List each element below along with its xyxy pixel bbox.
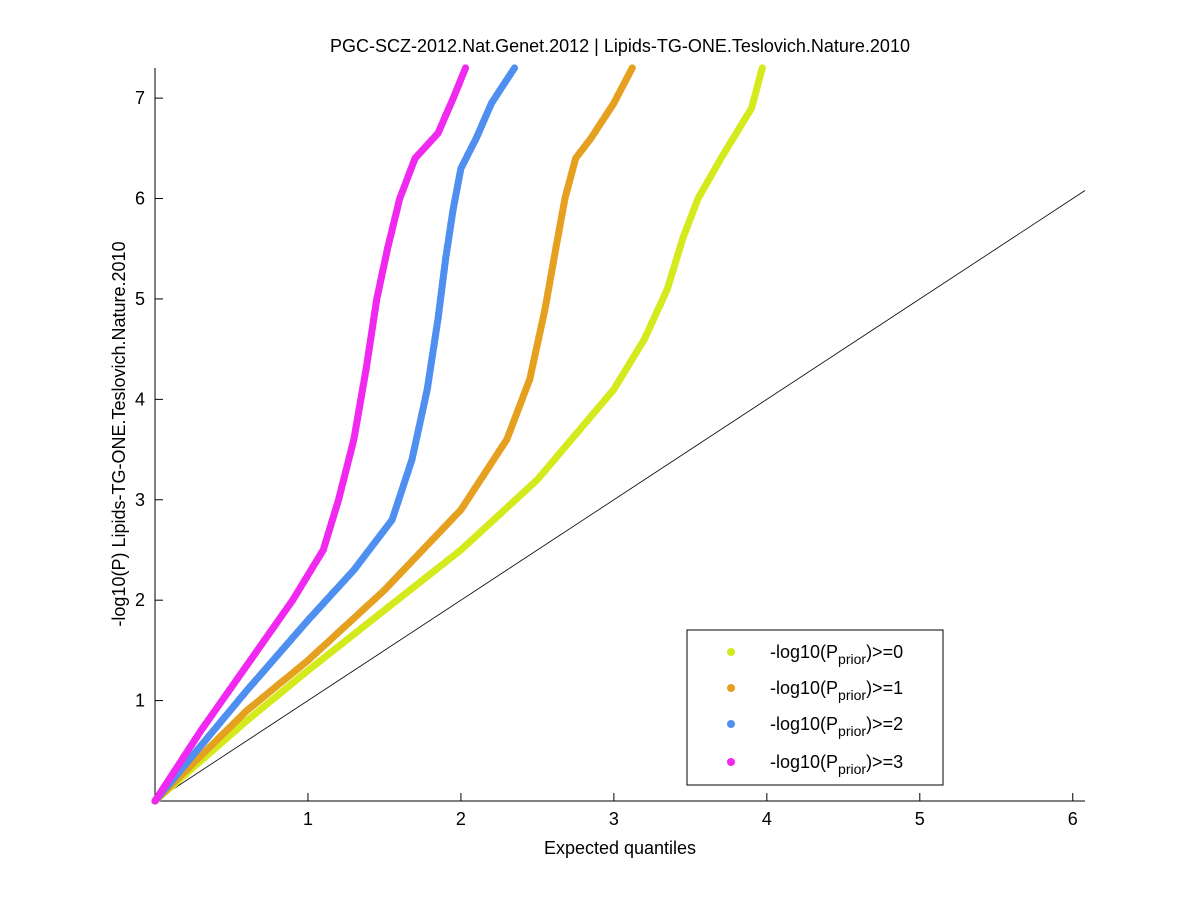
legend-label-tail: )>=0 bbox=[866, 642, 903, 662]
legend-label-subscript: prior bbox=[838, 761, 866, 777]
legend-label-base: -log10(P bbox=[770, 714, 838, 734]
y-tick-label: 7 bbox=[135, 88, 145, 108]
reference-diagonal-line bbox=[154, 190, 1086, 802]
x-tick-label: 3 bbox=[609, 809, 619, 829]
x-tick-label: 5 bbox=[915, 809, 925, 829]
legend-item-3: -log10(Pprior)>=3 bbox=[727, 752, 903, 777]
y-axis-ticks: 1 2 3 4 5 6 7 bbox=[135, 88, 163, 711]
y-tick-label: 5 bbox=[135, 289, 145, 309]
legend-label: -log10(Pprior)>=2 bbox=[770, 714, 903, 739]
series-1-points bbox=[151, 64, 636, 805]
x-tick-label: 4 bbox=[762, 809, 772, 829]
y-tick-label: 4 bbox=[135, 389, 145, 409]
legend-label-tail: )>=3 bbox=[866, 752, 903, 772]
legend-items: -log10(Pprior)>=0-log10(Pprior)>=1-log10… bbox=[727, 642, 903, 777]
legend-label-base: -log10(P bbox=[770, 678, 838, 698]
legend-label-base: -log10(P bbox=[770, 752, 838, 772]
y-tick-label: 2 bbox=[135, 590, 145, 610]
chart-title: PGC-SCZ-2012.Nat.Genet.2012 | Lipids-TG-… bbox=[330, 36, 910, 56]
legend-label-base: -log10(P bbox=[770, 642, 838, 662]
legend-label-subscript: prior bbox=[838, 687, 866, 703]
legend-label: -log10(Pprior)>=3 bbox=[770, 752, 903, 777]
reference-line bbox=[154, 190, 1086, 802]
legend-label-subscript: prior bbox=[838, 651, 866, 667]
data-point bbox=[758, 64, 766, 72]
series-3-points bbox=[151, 64, 470, 805]
legend-marker bbox=[727, 684, 735, 692]
data-point bbox=[510, 64, 519, 72]
series-layer bbox=[151, 64, 766, 805]
legend-label-tail: )>=1 bbox=[866, 678, 903, 698]
legend-marker bbox=[727, 720, 735, 728]
legend-item-0: -log10(Pprior)>=0 bbox=[727, 642, 903, 667]
y-tick-label: 3 bbox=[135, 490, 145, 510]
legend-item-2: -log10(Pprior)>=2 bbox=[727, 714, 903, 739]
legend-label-subscript: prior bbox=[838, 723, 866, 739]
legend-item-1: -log10(Pprior)>=1 bbox=[727, 678, 903, 703]
plot-area: 1 2 3 4 5 6 1 2 3 4 5 6 7 bbox=[135, 64, 1086, 829]
x-tick-label: 6 bbox=[1068, 809, 1078, 829]
axes-lines bbox=[154, 68, 1085, 802]
legend: -log10(Pprior)>=0-log10(Pprior)>=1-log10… bbox=[686, 629, 944, 786]
x-tick-label: 2 bbox=[456, 809, 466, 829]
x-axis-label: Expected quantiles bbox=[544, 838, 696, 858]
legend-label: -log10(Pprior)>=0 bbox=[770, 642, 903, 667]
legend-label: -log10(Pprior)>=1 bbox=[770, 678, 903, 703]
legend-marker bbox=[727, 648, 735, 656]
data-point bbox=[628, 64, 636, 72]
y-axis-label: -log10(P) Lipids-TG-ONE.Teslovich.Nature… bbox=[109, 241, 129, 626]
legend-label-tail: )>=2 bbox=[866, 714, 903, 734]
y-tick-label: 1 bbox=[135, 691, 145, 711]
x-axis-ticks: 1 2 3 4 5 6 bbox=[303, 793, 1078, 829]
legend-marker bbox=[727, 758, 735, 766]
data-point bbox=[461, 64, 470, 72]
y-tick-label: 6 bbox=[135, 189, 145, 209]
x-tick-label: 1 bbox=[303, 809, 313, 829]
series-2-points bbox=[151, 64, 519, 805]
